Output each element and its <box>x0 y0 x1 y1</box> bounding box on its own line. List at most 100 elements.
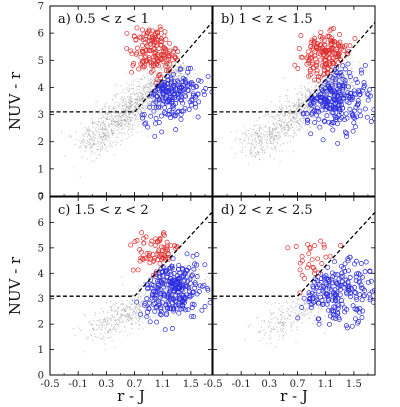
background-point <box>269 126 271 128</box>
background-point <box>348 106 350 108</box>
background-point <box>314 86 316 88</box>
background-point <box>316 106 318 108</box>
background-point <box>123 119 125 121</box>
quiescent-point <box>135 267 141 273</box>
background-point <box>269 134 271 136</box>
quiescent-point <box>138 255 144 261</box>
background-point <box>87 336 89 338</box>
background-point <box>136 306 138 308</box>
background-point <box>125 114 127 116</box>
background-point <box>317 114 319 116</box>
background-point <box>174 73 176 75</box>
quiescent-point <box>329 45 335 51</box>
background-point <box>342 69 344 71</box>
background-point <box>298 125 300 127</box>
background-point <box>174 293 176 295</box>
background-point <box>151 85 153 87</box>
background-point <box>80 329 82 331</box>
background-point <box>150 90 152 92</box>
background-point <box>231 147 233 149</box>
background-point <box>321 85 323 87</box>
background-point <box>321 104 323 106</box>
background-point <box>303 315 305 317</box>
background-point <box>331 85 333 87</box>
background-point <box>113 105 115 107</box>
background-point <box>115 121 117 123</box>
y-tick-label: 4 <box>38 269 44 280</box>
star-forming-point <box>368 119 374 124</box>
background-point <box>161 92 163 94</box>
background-point <box>129 308 131 310</box>
background-point <box>171 65 173 67</box>
background-point <box>129 103 131 105</box>
background-point <box>268 320 270 322</box>
background-point <box>114 96 116 98</box>
star-forming-point <box>177 270 183 276</box>
star-forming-point <box>305 117 311 123</box>
star-forming-point <box>171 271 177 276</box>
background-point <box>130 304 132 306</box>
background-point <box>309 108 311 110</box>
background-point <box>119 115 121 117</box>
background-point <box>162 287 164 289</box>
star-forming-point <box>176 108 182 114</box>
star-forming-point <box>347 95 353 101</box>
background-point <box>290 118 292 120</box>
background-point <box>96 336 98 338</box>
background-point <box>254 132 256 134</box>
star-forming-point <box>167 278 172 284</box>
background-point <box>101 324 103 326</box>
background-point <box>101 131 103 133</box>
quiescent-point <box>141 240 147 246</box>
background-point <box>380 90 381 91</box>
background-point <box>299 111 301 113</box>
background-point <box>114 346 116 348</box>
background-point <box>105 119 107 121</box>
background-point <box>134 107 136 109</box>
background-point <box>145 97 147 99</box>
background-point <box>293 102 295 104</box>
background-point <box>284 121 286 123</box>
background-point <box>165 78 167 80</box>
background-point <box>136 110 138 112</box>
star-forming-point <box>199 307 205 313</box>
background-point <box>286 123 288 125</box>
background-point <box>297 107 299 109</box>
background-point <box>126 305 128 307</box>
background-point <box>147 104 149 106</box>
background-point <box>121 123 123 125</box>
background-point <box>173 267 175 269</box>
background-point <box>352 76 354 78</box>
background-point <box>364 280 366 282</box>
background-point <box>79 176 81 178</box>
background-point <box>313 305 315 307</box>
background-point <box>105 118 107 120</box>
background-point <box>306 112 308 114</box>
background-point <box>347 81 349 83</box>
background-point <box>133 309 135 311</box>
quiescent-point <box>318 57 323 63</box>
background-point <box>144 318 146 320</box>
star-forming-point <box>191 314 197 320</box>
star-forming-point <box>359 70 364 76</box>
background-point <box>289 127 291 129</box>
star-forming-point <box>324 101 330 107</box>
background-point <box>141 112 143 114</box>
background-point <box>277 131 279 133</box>
star-forming-point <box>170 256 176 262</box>
background-point <box>126 105 128 107</box>
background-point <box>345 71 347 73</box>
background-point <box>121 114 123 116</box>
background-point <box>319 76 321 78</box>
background-point <box>190 72 192 74</box>
quiescent-point <box>128 48 134 54</box>
background-point <box>318 290 320 292</box>
background-point <box>128 316 130 318</box>
background-point <box>175 69 177 71</box>
background-point <box>124 118 126 120</box>
background-point <box>132 300 134 302</box>
background-point <box>178 72 180 74</box>
background-point <box>116 310 118 312</box>
background-point <box>328 309 330 311</box>
star-forming-point <box>190 289 196 295</box>
